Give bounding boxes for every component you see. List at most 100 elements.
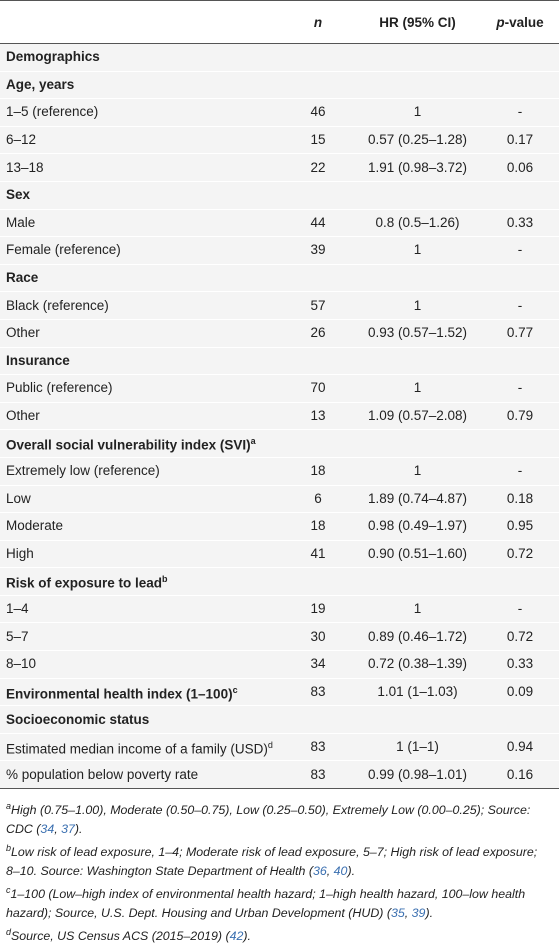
table-row: Other 26 0.93 (0.57–1.52) 0.77 <box>0 318 559 348</box>
cell-n: 83 <box>282 760 354 789</box>
table-row: Demographics <box>0 43 559 72</box>
cell-n: 18 <box>282 512 354 541</box>
cell-value: 70 <box>310 380 326 396</box>
row-label-cell: Socioeconomic status <box>0 705 282 734</box>
table-row: Moderate 18 0.98 (0.49–1.97) 0.95 <box>0 512 559 541</box>
table-row: % population below poverty rate 83 0.99 (0… <box>0 760 559 789</box>
cell-value: 0.72 (0.38–1.39) <box>367 656 468 672</box>
cell-hr: 1 <box>354 374 481 403</box>
cell-n: 83 <box>282 677 354 706</box>
row-label: Public (reference) <box>6 380 113 396</box>
row-label: Socioeconomic status <box>6 711 150 727</box>
results-table: n HR (95% CI) p-value Demographics Age, y… <box>0 0 559 790</box>
cell-value: 1.09 (0.57–2.08) <box>367 408 468 424</box>
row-label: % population below poverty rate <box>6 766 199 782</box>
table-row: Extremely low (reference) 18 1 - <box>0 456 559 485</box>
cell-value: 0.72 <box>506 628 534 644</box>
citation[interactable]: 36 <box>312 864 327 879</box>
cell-hr: 1.89 (0.74–4.87) <box>354 484 481 513</box>
row-label-cell: 6–12 <box>0 125 282 154</box>
table-row: Insurance <box>0 346 559 375</box>
citation[interactable]: 35 <box>390 906 405 921</box>
row-label-cell: Female (reference) <box>0 236 282 265</box>
cell-p <box>481 429 559 458</box>
row-label-cell: 13–18 <box>0 153 282 182</box>
cell-n: 41 <box>282 539 354 568</box>
cell-value: 6 <box>314 490 322 506</box>
cell-value: - <box>517 463 523 479</box>
cell-value: 13 <box>310 408 326 424</box>
cell-value: 1.89 (0.74–4.87) <box>367 490 468 506</box>
cell-hr: 0.98 (0.49–1.97) <box>354 512 481 541</box>
cell-value: 57 <box>310 297 326 313</box>
cell-p: - <box>481 594 559 623</box>
cell-n: 15 <box>282 125 354 154</box>
cell-n: 70 <box>282 374 354 403</box>
cell-n: 39 <box>282 236 354 265</box>
cell-value: - <box>517 242 523 258</box>
cell-n <box>282 429 354 458</box>
row-label-cell: 5–7 <box>0 622 282 651</box>
cell-p: 0.33 <box>481 650 559 679</box>
footnote-text: , <box>326 864 334 879</box>
citation[interactable]: 39 <box>411 906 426 921</box>
cell-value: 0.98 (0.49–1.97) <box>367 518 468 534</box>
cell-n: 57 <box>282 291 354 320</box>
row-label: 8–10 <box>6 656 37 672</box>
cell-value: 18 <box>310 518 326 534</box>
cell-value: 1 <box>413 104 422 120</box>
footnote-mark: b <box>6 843 12 854</box>
table-row: 5–7 30 0.89 (0.46–1.72) 0.72 <box>0 622 559 651</box>
header-text: p <box>496 14 505 30</box>
table-row: High 41 0.90 (0.51–1.60) 0.72 <box>0 539 559 568</box>
cell-value: 22 <box>310 159 326 175</box>
row-label-cell: Insurance <box>0 346 282 375</box>
row-label: High <box>6 545 34 561</box>
cell-value: 1.91 (0.98–3.72) <box>367 159 468 175</box>
citation[interactable]: 37 <box>61 822 75 837</box>
row-label: Age, years <box>6 76 75 92</box>
cell-value: 30 <box>310 628 326 644</box>
row-label-cell: Other <box>0 401 282 430</box>
cell-value: 44 <box>310 214 326 230</box>
cell-n <box>282 263 354 292</box>
row-label: Demographics <box>6 49 100 65</box>
cell-value: 0.93 (0.57–1.52) <box>367 325 468 341</box>
cell-value: 41 <box>310 545 326 561</box>
cell-value: 1 <box>413 297 422 313</box>
cell-p <box>481 70 559 99</box>
cell-p: 0.09 <box>481 677 559 706</box>
cell-p: 0.16 <box>481 760 559 789</box>
footnote-text: High (0.75–1.00), Moderate (0.50–0.75), … <box>6 803 531 837</box>
cell-n: 18 <box>282 456 354 485</box>
cell-value: 0.89 (0.46–1.72) <box>367 628 468 644</box>
table-body: Demographics Age, years 1–5 (reference) 46 1… <box>0 43 559 789</box>
cell-p: 0.33 <box>481 208 559 237</box>
row-label-cell: 1–5 (reference) <box>0 98 282 127</box>
footnote-mark: d <box>6 927 12 938</box>
row-label-cell: % population below poverty rate <box>0 760 282 789</box>
cell-hr: 1 <box>354 98 481 127</box>
citation[interactable]: 42 <box>229 929 244 944</box>
cell-value: 0.8 (0.5–1.26) <box>375 214 460 230</box>
citation[interactable]: 40 <box>333 864 348 879</box>
table-row: Race <box>0 263 559 292</box>
cell-hr: 0.93 (0.57–1.52) <box>354 318 481 348</box>
cell-hr: 0.8 (0.5–1.26) <box>354 208 481 237</box>
citation[interactable]: 34 <box>40 822 55 837</box>
cell-hr <box>354 43 481 72</box>
footnote-mark: d <box>267 739 273 750</box>
cell-p: - <box>481 291 559 320</box>
header-p: p-value <box>481 0 559 44</box>
cell-hr: 1 <box>354 456 481 485</box>
cell-value: 83 <box>310 683 326 699</box>
cell-value: 83 <box>310 766 326 782</box>
header-text: -value <box>504 14 544 30</box>
row-label: Female (reference) <box>6 242 121 258</box>
row-label: 1–4 <box>6 601 29 617</box>
row-label-cell: Low <box>0 484 282 513</box>
cell-hr: 0.90 (0.51–1.60) <box>354 539 481 568</box>
row-label-cell: Sex <box>0 180 282 210</box>
cell-value: 1 <box>413 380 422 396</box>
